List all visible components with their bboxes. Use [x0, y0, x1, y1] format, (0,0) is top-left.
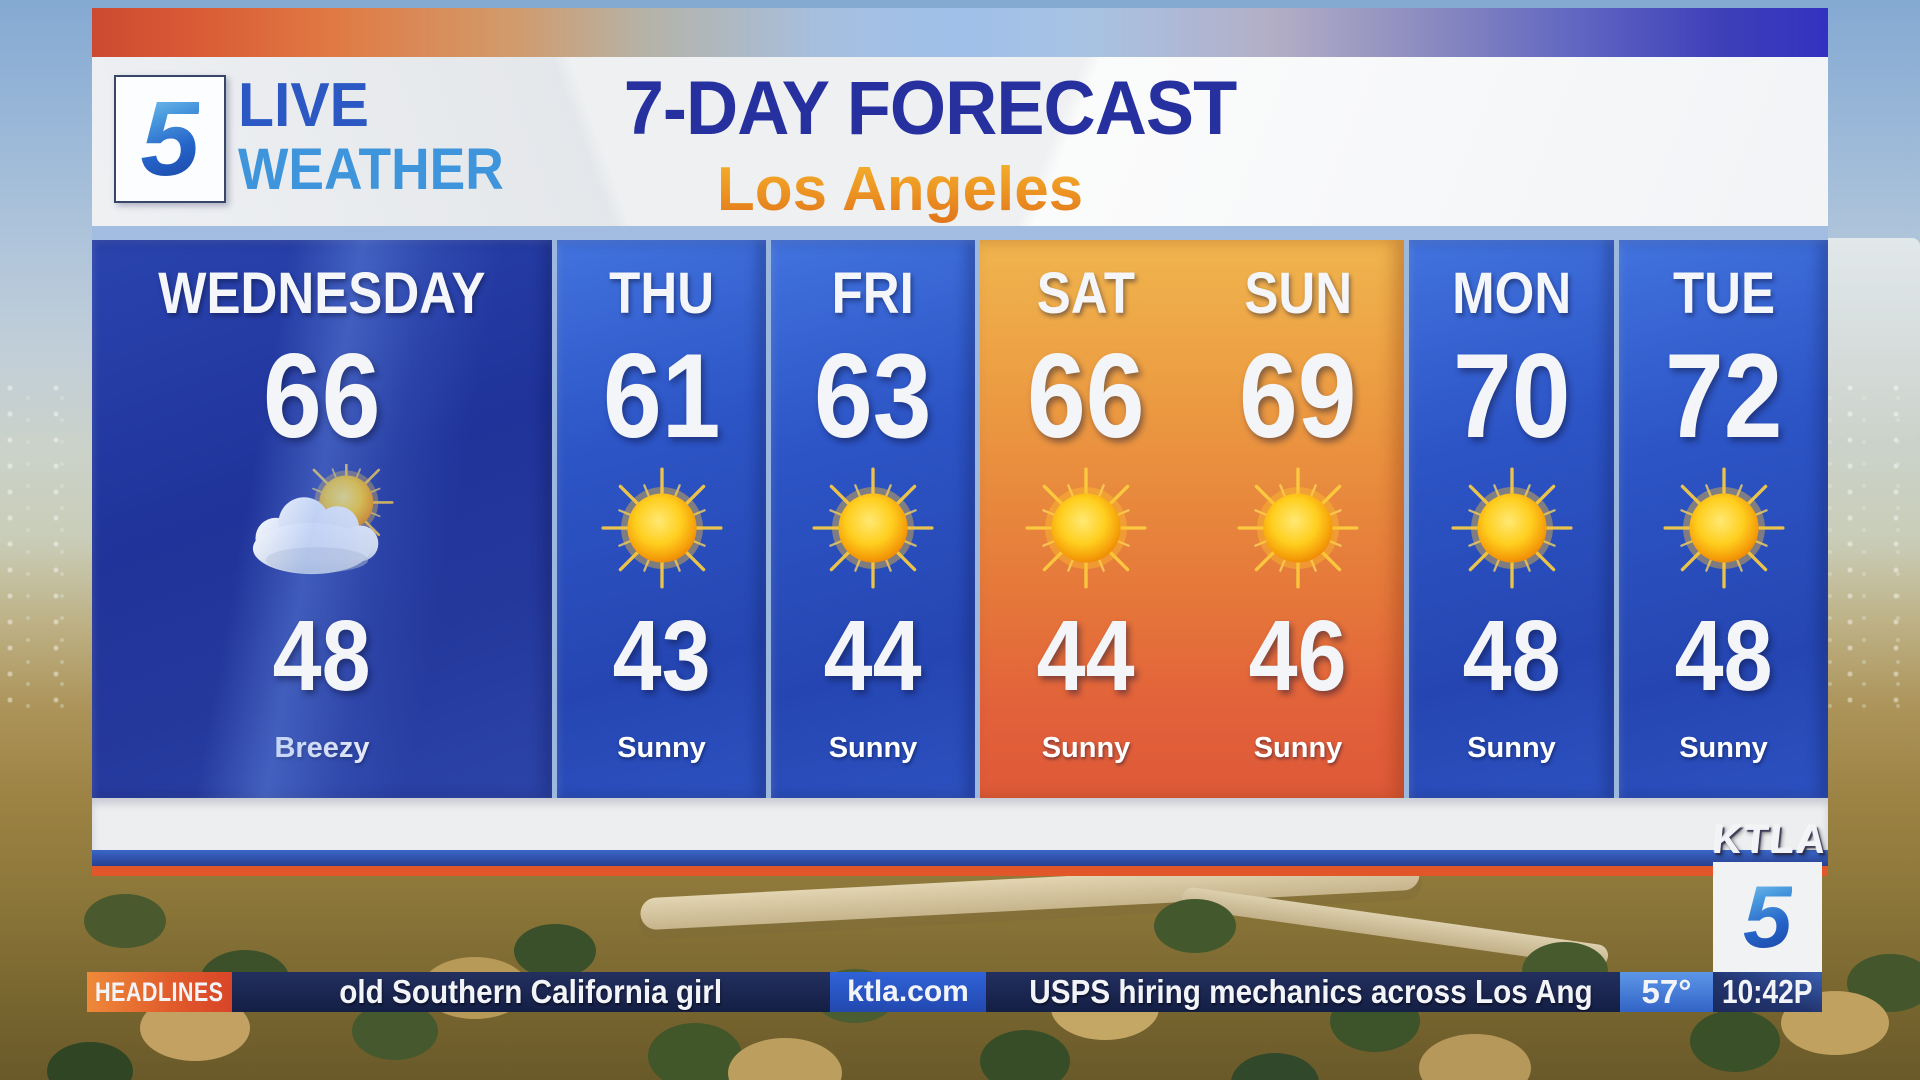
- sun-icon: [1450, 467, 1573, 589]
- day-label: SAT: [1036, 260, 1136, 326]
- weekend-orange-block: SAT 66 44 Sunny SUN 69 46 Sunny: [980, 240, 1404, 798]
- partly-cloudy-icon: [252, 464, 394, 575]
- condition-label: Sunny: [1041, 732, 1131, 764]
- news-ticker: HEADLINES old Southern California girl k…: [87, 972, 1822, 1012]
- ktla-wordmark: KTLA: [1710, 818, 1830, 862]
- condition-label: Sunny: [1253, 732, 1343, 764]
- forecast-card: 5 LIVE WEATHER 7-DAY FORECAST Los Angele…: [92, 8, 1828, 876]
- forecast-column-friday: FRI 63 44 Sunny: [771, 240, 975, 798]
- channel-5-logo: 5: [114, 75, 226, 203]
- hillside-trail: [1180, 886, 1610, 968]
- forecast-column-thursday: THU 61 43 Sunny: [557, 240, 766, 798]
- sun-icon: [1025, 467, 1147, 589]
- hillside-grass-patches: [0, 0, 90, 46]
- low-temp: 48: [1674, 599, 1773, 712]
- icon-cell: [1192, 460, 1404, 596]
- forecast-column-saturday: SAT 66 44 Sunny: [980, 240, 1192, 798]
- icon-cell: [557, 460, 766, 596]
- sun-icon: [812, 467, 934, 589]
- sun-icon: [1237, 467, 1359, 589]
- live-weather-wordmark: LIVE WEATHER: [238, 75, 527, 199]
- high-temp: 69: [1239, 329, 1357, 463]
- ticker-item: old Southern California girl: [339, 973, 723, 1010]
- high-temp: 63: [814, 329, 932, 463]
- condition-label: Sunny: [1467, 732, 1556, 764]
- forecast-column-tuesday: TUE 72 48 Sunny: [1619, 240, 1828, 798]
- low-temp: 44: [824, 599, 922, 712]
- low-temp: 43: [612, 599, 711, 712]
- sun-icon: [1662, 467, 1785, 589]
- ktla-5-box: 5: [1713, 862, 1822, 972]
- current-temp-badge: 57°: [1620, 972, 1713, 1012]
- weather-label: WEATHER: [238, 141, 504, 199]
- top-gradient-strip: [92, 8, 1828, 57]
- high-temp: 70: [1452, 329, 1571, 463]
- ktla-station-bug: KTLA 5: [1710, 818, 1830, 972]
- ktla-5-glyph: 5: [1743, 867, 1792, 966]
- channel-5-glyph: 5: [140, 80, 200, 198]
- icon-cell: [980, 460, 1192, 596]
- condition-label: Sunny: [1679, 732, 1768, 764]
- forecast-column-monday: MON 70 48 Sunny: [1409, 240, 1614, 798]
- card-bottom-white-strip: [92, 798, 1828, 850]
- low-temp: 48: [273, 599, 371, 712]
- high-temp: 72: [1664, 329, 1783, 463]
- day-label: THU: [609, 260, 714, 326]
- ticker-body: old Southern California girl ktla.com US…: [232, 972, 1620, 1012]
- low-temp: 44: [1037, 599, 1135, 712]
- card-bottom-orange-bar: [92, 866, 1828, 876]
- card-header: 5 LIVE WEATHER 7-DAY FORECAST Los Angele…: [92, 57, 1828, 226]
- forecast-column-sunday: SUN 69 46 Sunny: [1192, 240, 1404, 798]
- icon-cell: [1409, 460, 1614, 596]
- low-temp: 48: [1462, 599, 1561, 712]
- ticker-item: USPS hiring mechanics across Los Ang: [1029, 973, 1593, 1010]
- high-temp: 66: [1027, 329, 1145, 463]
- live-label: LIVE: [238, 71, 369, 140]
- forecast-columns: WEDNESDAY 66 48 Breezy THU 61 43 S: [92, 240, 1828, 798]
- day-label: MON: [1451, 260, 1572, 326]
- page-title: 7-DAY FORECAST: [623, 66, 1238, 151]
- headlines-badge: HEADLINES: [87, 972, 232, 1012]
- clock-badge: 10:42P: [1713, 972, 1822, 1012]
- condition-label: Breezy: [274, 732, 370, 764]
- location-subtitle: Los Angeles: [92, 154, 1768, 225]
- icon-cell: [1619, 460, 1828, 596]
- day-label: WEDNESDAY: [158, 260, 486, 326]
- high-temp: 61: [602, 329, 721, 463]
- day-label: FRI: [831, 260, 915, 326]
- header-divider-band: [92, 226, 1828, 240]
- sun-icon: [600, 467, 723, 589]
- condition-label: Sunny: [617, 732, 706, 764]
- header-titles: 7-DAY FORECAST Los Angeles: [92, 65, 1828, 225]
- day-label: TUE: [1672, 260, 1775, 326]
- low-temp: 46: [1249, 599, 1347, 712]
- icon-cell: [771, 460, 975, 596]
- forecast-column-wednesday: WEDNESDAY 66 48 Breezy: [92, 240, 552, 798]
- high-temp: 66: [263, 329, 381, 463]
- card-bottom-blue-bar: [92, 850, 1828, 866]
- ktla-com-badge: ktla.com: [830, 972, 986, 1012]
- day-label: SUN: [1244, 260, 1352, 326]
- icon-cell: [92, 460, 552, 596]
- condition-label: Sunny: [828, 732, 918, 764]
